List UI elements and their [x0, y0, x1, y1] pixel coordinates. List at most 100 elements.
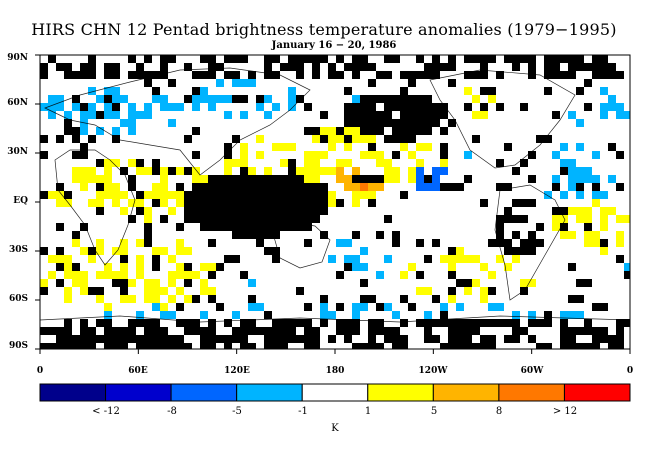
anomaly-cell	[136, 207, 144, 215]
anomaly-cell	[160, 55, 168, 63]
anomaly-cell	[304, 207, 312, 215]
anomaly-cell	[224, 95, 232, 103]
anomaly-cell	[320, 319, 328, 327]
anomaly-cell	[208, 287, 216, 295]
anomaly-cell	[512, 327, 520, 335]
anomaly-cell	[480, 287, 488, 295]
anomaly-cell	[576, 327, 584, 335]
anomaly-cell	[152, 319, 160, 327]
anomaly-cell	[248, 319, 256, 327]
anomaly-cell	[192, 319, 200, 327]
anomaly-cell	[56, 255, 64, 263]
anomaly-cell	[120, 255, 128, 263]
anomaly-cell	[512, 231, 520, 239]
anomaly-cell	[552, 55, 560, 63]
anomaly-cell	[224, 175, 232, 183]
anomaly-cell	[616, 231, 624, 239]
anomaly-cell	[296, 287, 304, 295]
anomaly-cell	[464, 287, 472, 295]
anomaly-cell	[192, 87, 200, 95]
anomaly-cell	[608, 335, 616, 343]
anomaly-cell	[496, 159, 504, 167]
anomaly-cell	[472, 319, 480, 327]
anomaly-cell	[112, 95, 120, 103]
anomaly-cell	[488, 95, 496, 103]
anomaly-cell	[72, 271, 80, 279]
lon-label-120w: 120W	[418, 366, 448, 376]
anomaly-cell	[192, 127, 200, 135]
anomaly-cell	[144, 287, 152, 295]
anomaly-cell	[264, 95, 272, 103]
anomaly-cell	[200, 175, 208, 183]
anomaly-cell	[600, 191, 608, 199]
anomaly-cell	[256, 191, 264, 199]
anomaly-cell	[368, 111, 376, 119]
anomaly-cell	[472, 255, 480, 263]
anomaly-cell	[48, 271, 56, 279]
anomaly-cell	[496, 231, 504, 239]
anomaly-cell	[576, 175, 584, 183]
anomaly-cell	[56, 183, 64, 191]
anomaly-cell	[496, 223, 504, 231]
anomaly-cell	[304, 223, 312, 231]
anomaly-cell	[384, 215, 392, 223]
anomaly-cell	[464, 279, 472, 287]
anomaly-cell	[584, 167, 592, 175]
anomaly-cell	[360, 343, 368, 349]
north-america-outline	[429, 69, 576, 169]
anomaly-cell	[576, 119, 584, 127]
anomaly-cell	[512, 335, 520, 343]
anomaly-cell	[160, 343, 168, 349]
anomaly-cell	[384, 95, 392, 103]
anomaly-cell	[232, 71, 240, 79]
anomaly-cell	[416, 143, 424, 151]
anomaly-cell	[448, 263, 456, 271]
anomaly-cell	[384, 167, 392, 175]
anomaly-cell	[208, 199, 216, 207]
anomaly-cell	[176, 263, 184, 271]
anomaly-cell	[112, 183, 120, 191]
anomaly-cell	[272, 143, 280, 151]
anomaly-cell	[56, 191, 64, 199]
anomaly-cell	[424, 127, 432, 135]
anomaly-cell	[552, 215, 560, 223]
anomaly-cell	[312, 63, 320, 71]
anomaly-cell	[80, 167, 88, 175]
colorbar-swatch	[432, 383, 500, 402]
anomaly-cell	[88, 247, 96, 255]
anomaly-cell	[112, 103, 120, 111]
anomaly-cell	[360, 95, 368, 103]
anomaly-cell	[96, 191, 104, 199]
anomaly-cell	[208, 55, 216, 63]
anomaly-cell	[568, 327, 576, 335]
anomaly-cell	[216, 79, 224, 87]
anomaly-cell	[184, 191, 192, 199]
anomaly-cell	[360, 55, 368, 63]
anomaly-cell	[88, 327, 96, 335]
anomaly-cell	[528, 151, 536, 159]
anomaly-cell	[200, 279, 208, 287]
anomaly-cell	[424, 119, 432, 127]
anomaly-cell	[376, 271, 384, 279]
anomaly-cell	[320, 311, 328, 319]
anomaly-cell	[264, 111, 272, 119]
anomaly-cell	[80, 327, 88, 335]
anomaly-cell	[312, 127, 320, 135]
anomaly-cell	[160, 95, 168, 103]
anomaly-cell	[184, 279, 192, 287]
anomaly-cell	[592, 239, 600, 247]
anomaly-cell	[208, 223, 216, 231]
anomaly-cell	[56, 223, 64, 231]
anomaly-cell	[40, 343, 48, 349]
anomaly-cell	[72, 343, 80, 349]
anomaly-cell	[80, 271, 88, 279]
lon-label-60e: 60E	[128, 366, 148, 376]
anomaly-cell	[120, 207, 128, 215]
anomaly-cell	[584, 79, 592, 87]
anomaly-cell	[360, 135, 368, 143]
anomaly-cell	[504, 263, 512, 271]
anomaly-cell	[136, 191, 144, 199]
anomaly-cell	[272, 215, 280, 223]
anomaly-cell	[560, 215, 568, 223]
anomaly-cell	[352, 175, 360, 183]
